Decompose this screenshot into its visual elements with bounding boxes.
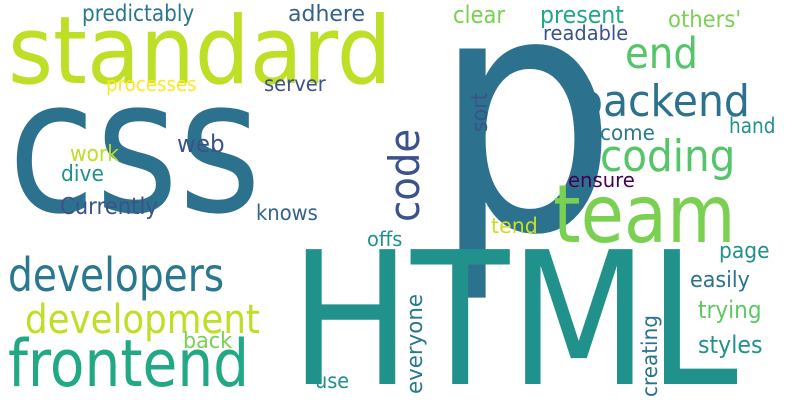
word-adhere: adhere bbox=[288, 2, 366, 27]
word-html: HTML bbox=[290, 212, 738, 400]
word-frontend: frontend bbox=[8, 327, 250, 400]
word-others: others' bbox=[668, 7, 742, 33]
word-come: come bbox=[600, 121, 655, 145]
word-coding: coding bbox=[600, 131, 736, 182]
word-page: page bbox=[719, 239, 770, 264]
word-web: web bbox=[177, 130, 225, 158]
word-offs: offs bbox=[367, 227, 403, 251]
word-tend: tend bbox=[491, 214, 538, 238]
word-use: use bbox=[315, 369, 350, 393]
word-dive: dive bbox=[61, 162, 104, 187]
word-standard: standard bbox=[8, 0, 392, 106]
word-work: work bbox=[70, 142, 119, 167]
word-clear: clear bbox=[453, 1, 506, 29]
word-development: development bbox=[25, 297, 260, 343]
word-server: server bbox=[264, 72, 326, 96]
word-everyone: everyone bbox=[403, 293, 428, 394]
word-styles: styles bbox=[698, 331, 763, 359]
word-hand: hand bbox=[729, 114, 776, 138]
word-easily: easily bbox=[690, 268, 750, 293]
word-css: css bbox=[8, 39, 262, 255]
word-sort: sort bbox=[468, 92, 493, 132]
word-ensure: ensure bbox=[568, 168, 635, 192]
word-predictably: predictably bbox=[82, 1, 195, 27]
word-trying: trying bbox=[698, 296, 762, 324]
word-readable: readable bbox=[543, 21, 629, 45]
word-present: present bbox=[540, 1, 624, 29]
word-team: team bbox=[553, 168, 736, 261]
word-currently: Currently bbox=[60, 194, 158, 220]
word-developers: developers bbox=[8, 248, 225, 302]
word-p: p bbox=[433, 0, 618, 307]
word-processes: processes bbox=[106, 72, 197, 96]
word-end: end bbox=[625, 29, 698, 79]
word-code: code bbox=[380, 128, 429, 222]
word-back: back bbox=[183, 329, 233, 354]
word-backend: backend bbox=[577, 76, 750, 127]
word-knows: knows bbox=[256, 201, 318, 225]
word-creating: creating bbox=[638, 315, 662, 397]
